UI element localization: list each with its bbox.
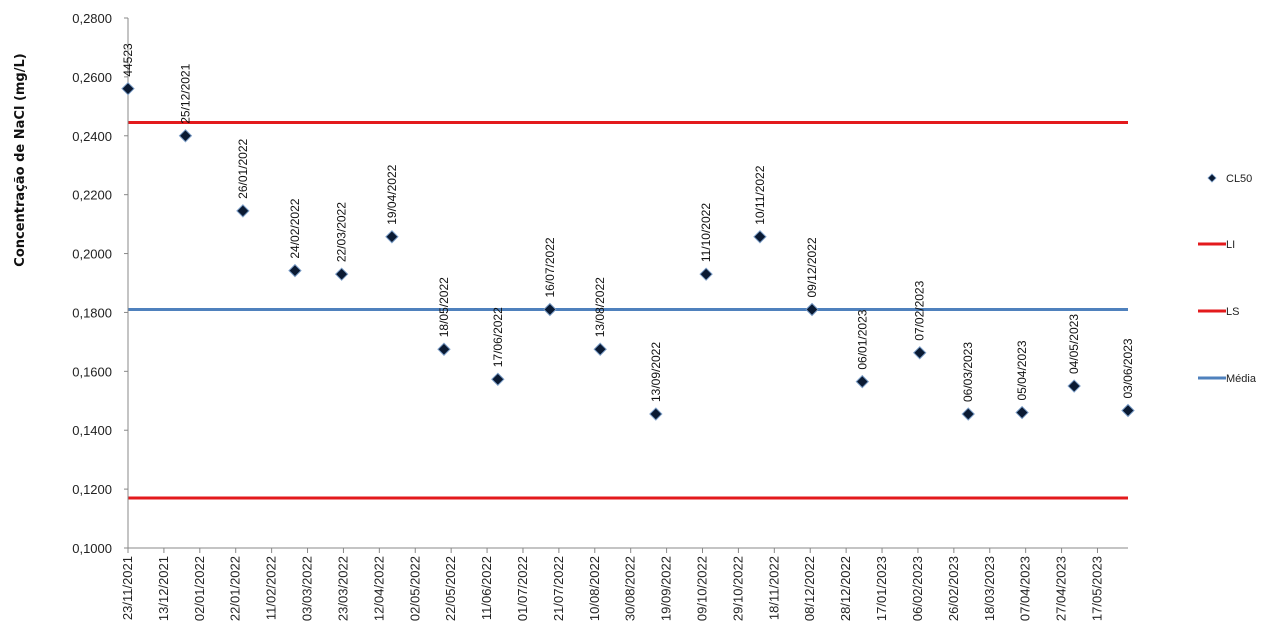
- data-point: [699, 267, 713, 281]
- x-tick-label: 03/03/2022: [300, 556, 315, 621]
- x-tick-label: 08/12/2022: [802, 556, 817, 621]
- legend-label-li: LI: [1226, 239, 1235, 251]
- x-tick-label: 17/01/2023: [874, 556, 889, 621]
- data-label: 10/11/2022: [753, 165, 767, 224]
- data-labels: 44523 25/12/2021 26/01/2022 24/02/2022 22/03…: [121, 43, 1135, 402]
- x-tick-label: 23/03/2022: [335, 556, 350, 621]
- x-tick-label: 02/01/2022: [192, 556, 207, 621]
- data-label: 11/10/2022: [699, 203, 713, 262]
- data-point: [491, 372, 505, 386]
- data-label: 25/12/2021: [178, 63, 192, 123]
- x-tick-label: 18/11/2022: [766, 556, 781, 620]
- data-point: [805, 302, 819, 317]
- x-tick-label: 22/05/2022: [443, 556, 458, 621]
- data-point: [753, 230, 767, 244]
- x-tick-label: 27/04/2023: [1054, 556, 1069, 621]
- y-tick-label: 0,1400: [72, 423, 112, 438]
- y-axis-label: Concentração de NaCl (mg/L): [13, 53, 28, 266]
- x-tick-label: 10/08/2022: [587, 556, 602, 621]
- x-tick-label: 07/04/2023: [1018, 556, 1033, 621]
- data-point: [543, 302, 557, 317]
- legend: CL50 LI LS Média: [1198, 173, 1257, 385]
- data-label: 24/02/2022: [288, 198, 302, 258]
- data-point: [288, 263, 302, 278]
- reference-lines: [128, 121, 1128, 500]
- x-tick-label: 28/12/2022: [838, 556, 853, 621]
- x-tick-label: 11/06/2022: [479, 556, 494, 620]
- data-label: 18/05/2022: [437, 277, 451, 337]
- data-points: [121, 81, 1135, 421]
- data-point: [855, 374, 869, 389]
- y-tick-label: 0,2800: [72, 11, 112, 26]
- y-tick-label: 0,2200: [72, 188, 112, 203]
- x-tick-label: 09/10/2022: [695, 556, 710, 621]
- y-tick-label: 0,1200: [72, 482, 112, 497]
- y-tick-label: 0,1800: [72, 305, 112, 320]
- data-label: 09/12/2022: [805, 237, 819, 297]
- data-point: [961, 407, 975, 421]
- y-tick-label: 0,1600: [72, 364, 112, 379]
- legend-label-ls: LS: [1226, 306, 1239, 318]
- data-point: [178, 129, 193, 143]
- x-tick-label: 02/05/2022: [407, 556, 422, 621]
- x-tick-label: 13/12/2021: [156, 556, 171, 621]
- data-point: [121, 81, 135, 96]
- x-tick-label: 01/07/2022: [515, 556, 530, 621]
- data-point: [437, 342, 451, 356]
- data-point: [1067, 379, 1081, 393]
- data-label: 04/05/2023: [1067, 314, 1081, 374]
- legend-label-cl50: CL50: [1226, 173, 1252, 185]
- data-point: [913, 346, 927, 360]
- y-tick-label: 0,2000: [72, 247, 112, 262]
- data-label: 22/03/2022: [335, 202, 349, 262]
- x-tick-label: 11/02/2022: [264, 556, 279, 620]
- data-point: [593, 342, 607, 356]
- x-tick-label: 18/03/2023: [982, 556, 997, 621]
- data-label: 13/08/2022: [593, 277, 607, 337]
- data-label: 19/04/2022: [385, 164, 399, 224]
- data-label: 06/03/2023: [961, 342, 975, 402]
- data-point: [334, 267, 349, 281]
- data-label: 26/01/2022: [236, 138, 250, 198]
- x-tick-label: 26/02/2023: [946, 556, 961, 621]
- data-point: [236, 204, 250, 218]
- y-tick-label: 0,1000: [72, 541, 112, 556]
- data-point: [1015, 405, 1029, 420]
- x-tick-label: 19/09/2022: [659, 556, 674, 621]
- y-tick-label: 0,2400: [72, 129, 112, 144]
- x-tick-label: 23/11/2021: [120, 556, 135, 620]
- data-label: 17/06/2022: [491, 307, 505, 367]
- data-label: 13/09/2022: [649, 342, 663, 402]
- legend-label-media: Média: [1226, 373, 1257, 385]
- x-tick-label: 22/01/2022: [228, 556, 243, 621]
- data-label: 05/04/2023: [1015, 340, 1029, 400]
- x-tick-label: 12/04/2022: [371, 556, 386, 621]
- data-label: 03/06/2023: [1121, 338, 1135, 398]
- y-tick-label: 0,2600: [72, 70, 112, 85]
- data-point: [1121, 403, 1135, 418]
- data-point: [385, 230, 399, 244]
- x-tick-label: 06/02/2023: [910, 556, 925, 621]
- x-tick-label: 30/08/2022: [623, 556, 638, 621]
- x-tick-label: 21/07/2022: [551, 556, 566, 621]
- data-label: 16/07/2022: [543, 237, 557, 297]
- x-tick-label: 17/05/2023: [1089, 556, 1104, 621]
- data-label: 07/02/2023: [913, 280, 927, 340]
- data-label: 44523: [121, 43, 135, 77]
- data-label: 06/01/2023: [855, 309, 869, 369]
- data-point: [649, 407, 663, 421]
- x-tick-label: 29/10/2022: [730, 556, 745, 621]
- legend-marker-cl50: [1207, 173, 1217, 183]
- axes: 0,1000 0,1200 0,1400 0,1600 0,1800 0,2000 0,22…: [72, 11, 1128, 621]
